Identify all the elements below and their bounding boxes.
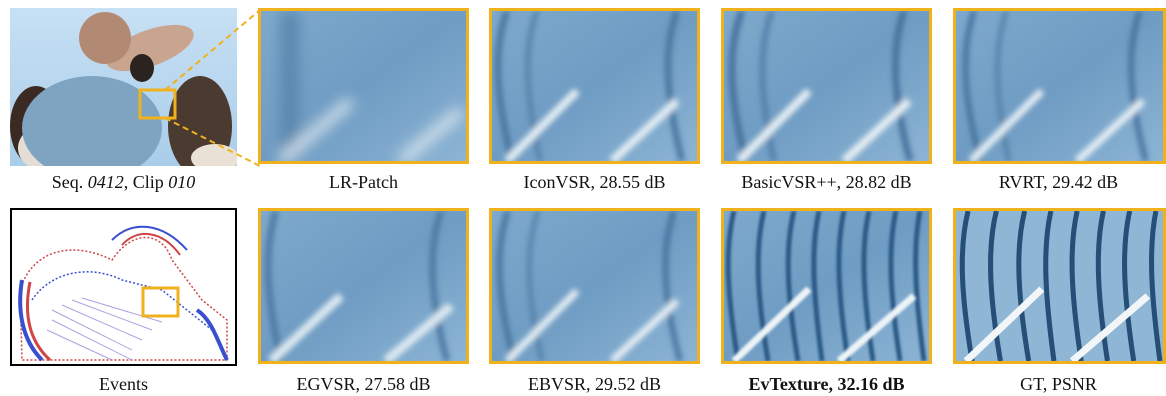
patch-evtexture	[721, 208, 932, 364]
patch-rvrt-caption: RVRT, 29.42 dB	[998, 172, 1119, 192]
patch-basicvsrpp-caption: BasicVSR++, 28.82 dB	[741, 172, 912, 192]
scene-caption-prefix: Seq.	[51, 172, 88, 192]
patch-gt	[953, 208, 1166, 364]
zoom-guide-lines	[165, 9, 260, 167]
patch-lr	[258, 8, 469, 164]
patch-basicvsrpp	[721, 8, 932, 164]
patch-lr-caption: LR-Patch	[329, 172, 398, 192]
patch-egvsr-caption: EGVSR, 27.58 dB	[296, 374, 431, 394]
patch-evtexture-caption: EvTexture, 32.16 dB	[748, 374, 905, 394]
patch-rvrt	[953, 8, 1166, 164]
scene-image	[10, 8, 237, 166]
patch-gt-caption: GT, PSNR	[1020, 374, 1097, 394]
scene-caption: Seq. 0412, Clip 010	[10, 172, 237, 193]
patch-egvsr	[258, 208, 469, 364]
patch-iconvsr-caption: IconVSR, 28.55 dB	[523, 172, 666, 192]
patch-iconvsr	[489, 8, 700, 164]
seq-id: 0412	[87, 172, 124, 192]
clip-id: 010	[168, 172, 196, 192]
patch-ebvsr-caption: EBVSR, 29.52 dB	[527, 374, 662, 394]
patch-ebvsr	[489, 208, 700, 364]
events-image	[10, 208, 237, 366]
events-caption: Events	[99, 374, 148, 394]
scene-caption-mid: , Clip	[123, 172, 169, 192]
